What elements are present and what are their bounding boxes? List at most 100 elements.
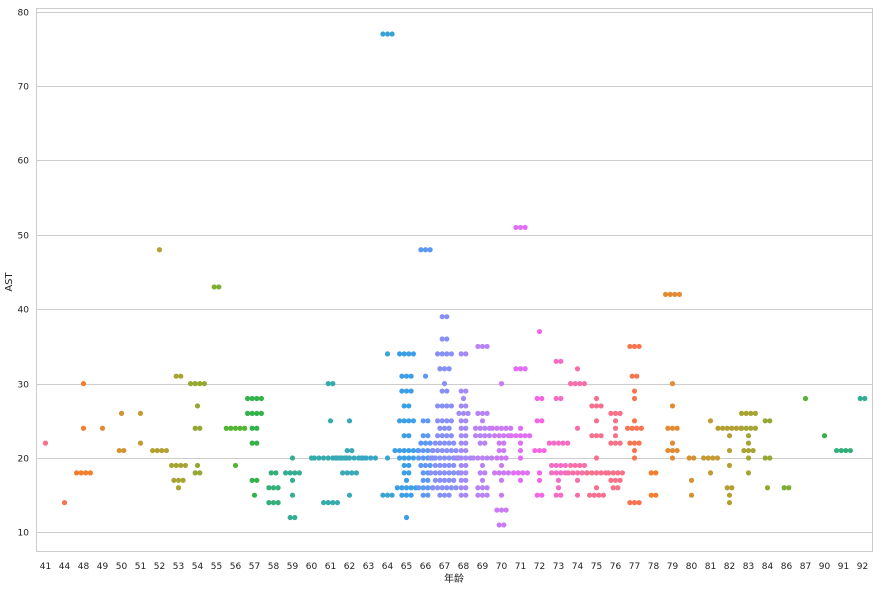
data-point [242,425,248,431]
data-point [688,477,695,483]
x-tick-label: 65 [401,562,412,572]
data-point [463,485,469,491]
data-point [80,425,87,431]
data-point [555,440,562,446]
data-point [197,381,203,387]
data-point [648,492,654,498]
data-point [418,440,424,446]
data-point [401,447,407,454]
data-point [254,410,260,416]
data-point [669,403,676,409]
data-point [479,462,486,469]
data-point [406,455,412,461]
data-point [330,500,336,506]
data-point [384,351,391,357]
data-point [441,366,448,372]
y-tick-labels: 10 20 30 40 50 60 70 80 [18,9,30,539]
data-point [572,462,578,469]
data-point [435,485,441,491]
data-point [254,440,260,446]
data-point [517,224,524,231]
data-point [843,447,849,454]
data-point [444,418,450,424]
data-point [574,477,581,483]
data-point [116,447,122,454]
x-tick-label: 60 [306,562,318,572]
x-tick-label: 41 [40,562,51,572]
data-point [579,470,585,476]
data-point [593,433,600,439]
data-point [498,477,505,483]
y-axis-label: AST [4,271,15,291]
data-point [420,470,426,476]
data-point [437,425,443,431]
data-point [534,418,540,424]
data-point [321,500,327,506]
x-tick-label: 62 [344,562,355,572]
data-point [399,485,405,491]
data-point [593,395,600,402]
data-point [648,470,654,476]
data-point [762,418,768,424]
data-point [781,485,787,491]
data-point [458,388,464,394]
data-point [667,291,673,297]
data-point [501,447,507,454]
data-point [353,470,359,476]
data-point [726,433,733,439]
data-point [137,410,144,416]
x-tick-label: 44 [59,562,71,572]
data-point [536,447,543,454]
data-point [570,470,576,476]
data-point [194,403,201,409]
data-points [42,31,868,528]
data-point [401,433,407,439]
data-point [707,418,714,424]
data-point [638,425,645,431]
data-point [389,31,395,37]
data-point [325,381,331,387]
data-point [451,477,457,483]
data-point [463,470,469,476]
data-point [448,351,454,357]
data-point [441,455,448,461]
x-tick-label: 84 [762,562,774,572]
data-point [437,477,443,483]
data-point [739,410,745,416]
data-point [503,425,509,431]
data-point [598,470,604,476]
data-point [539,395,545,402]
data-point [432,462,438,469]
data-point [237,425,243,431]
x-tick-label: 82 [724,562,735,572]
data-point [498,425,505,431]
data-point [137,440,144,446]
data-point [482,433,488,439]
data-point [444,388,450,394]
data-point [767,418,773,424]
data-point [553,492,559,498]
data-point [631,447,638,454]
data-point [669,455,676,461]
data-point [254,425,260,431]
data-point [479,477,486,483]
data-point [325,500,331,506]
data-point [425,433,431,439]
data-point [489,455,495,461]
x-tick-label: 81 [705,562,716,572]
data-point [729,425,735,431]
data-point [435,433,441,439]
data-point [636,343,642,350]
data-point [834,447,840,454]
data-point [441,492,448,498]
data-point [558,492,564,498]
data-point [496,522,502,528]
data-point [408,388,414,394]
data-point [619,470,626,476]
data-point [710,455,716,461]
data-point [479,418,486,424]
data-point [496,433,502,439]
data-point [750,447,756,454]
data-point [508,433,514,439]
